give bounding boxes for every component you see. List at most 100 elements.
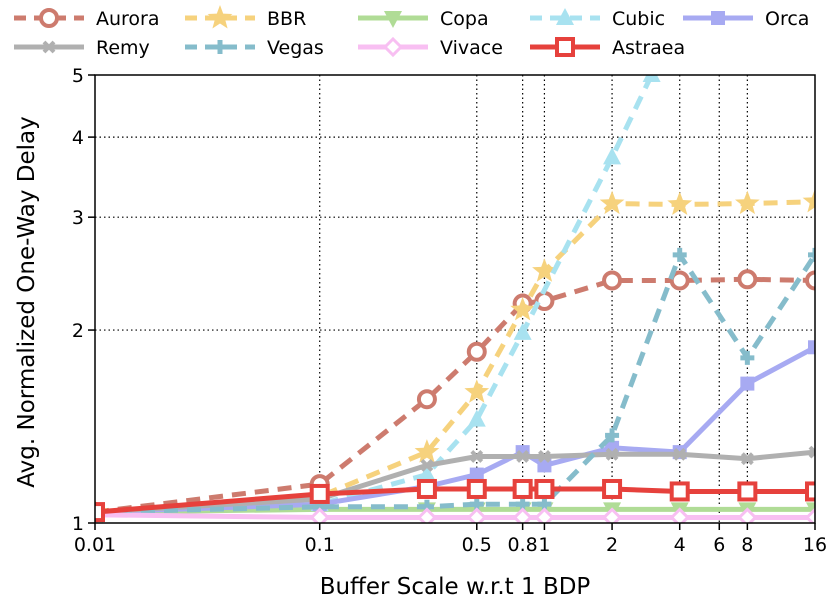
legend-item-astraea: Astraea bbox=[530, 37, 685, 59]
legend: Aurora BBR Copa Cubic Orca Remy Vegas Vivace Ast… bbox=[14, 5, 809, 59]
data-point-astraea bbox=[602, 478, 623, 499]
data-point-bbr bbox=[735, 190, 760, 215]
data-point-vivace bbox=[804, 507, 815, 523]
data-point-remy bbox=[538, 450, 551, 463]
data-point-aurora bbox=[416, 389, 437, 410]
data-point-aurora bbox=[805, 270, 815, 291]
series-vegas bbox=[95, 247, 815, 520]
y-tick-label: 2 bbox=[72, 320, 84, 342]
data-point-remy bbox=[420, 458, 434, 472]
data-point-aurora bbox=[602, 270, 623, 291]
data-point-orca bbox=[469, 467, 484, 482]
data-point-copa bbox=[806, 502, 815, 520]
legend-label: Aurora bbox=[96, 8, 160, 30]
grid-lines bbox=[95, 75, 815, 523]
series-aurora bbox=[95, 269, 815, 523]
data-point-vivace bbox=[512, 507, 533, 523]
legend-item-orca: Orca bbox=[683, 8, 809, 30]
y-tick-label: 4 bbox=[72, 127, 84, 149]
legend-item-cubic: Cubic bbox=[530, 8, 665, 30]
data-point-aurora bbox=[466, 341, 487, 362]
data-point-cubic bbox=[603, 147, 622, 165]
x-tick-label: 4 bbox=[674, 534, 686, 556]
y-axis-title: Avg. Normalized One-Way Delay bbox=[14, 116, 40, 487]
legend-item-remy: Remy bbox=[14, 37, 150, 59]
data-point-vivace bbox=[466, 507, 487, 523]
data-point-remy bbox=[605, 447, 619, 461]
data-point-astraea bbox=[95, 502, 105, 523]
data-point-cubic bbox=[513, 322, 532, 340]
y-tick-label: 5 bbox=[72, 65, 84, 87]
legend-item-vivace: Vivace bbox=[358, 36, 503, 59]
data-point-vivace bbox=[601, 507, 623, 523]
data-point-aurora bbox=[669, 270, 690, 291]
series-line-vegas bbox=[95, 252, 815, 515]
data-point-bbr bbox=[667, 191, 693, 215]
legend-label: Vivace bbox=[440, 37, 503, 59]
legend-marker bbox=[213, 40, 227, 54]
data-point-orca bbox=[808, 340, 815, 355]
data-point-vegas bbox=[672, 247, 687, 262]
x-axis-title: Buffer Scale w.r.t 1 BDP bbox=[320, 574, 591, 600]
data-point-bbr bbox=[599, 190, 625, 215]
legend-item-aurora: Aurora bbox=[14, 8, 160, 30]
x-tick-label: 0.5 bbox=[462, 534, 492, 556]
data-point-remy bbox=[516, 450, 530, 463]
series-line-copa bbox=[95, 506, 815, 515]
data-point-cubic bbox=[642, 75, 661, 82]
data-point-astraea bbox=[669, 481, 690, 502]
data-point-astraea bbox=[466, 478, 487, 499]
series-line-cubic bbox=[95, 75, 654, 515]
legend-marker bbox=[711, 11, 725, 25]
x-tick-label: 8 bbox=[741, 534, 753, 556]
data-point-aurora bbox=[534, 291, 555, 312]
series-line-vivace bbox=[95, 512, 815, 520]
legend-item-vegas: Vegas bbox=[185, 37, 324, 59]
legend-marker bbox=[42, 40, 56, 54]
series-bbr bbox=[95, 188, 815, 523]
x-tick-label: 0.8 bbox=[508, 534, 538, 556]
legend-marker bbox=[556, 8, 574, 25]
legend-label: Copa bbox=[440, 8, 489, 30]
data-point-bbr bbox=[510, 296, 535, 321]
data-point-vegas bbox=[808, 247, 815, 262]
data-point-vivace bbox=[309, 507, 330, 523]
series-layer bbox=[95, 75, 815, 523]
series-astraea bbox=[95, 478, 815, 523]
series-remy bbox=[95, 445, 815, 519]
data-point-astraea bbox=[805, 481, 815, 502]
data-point-astraea bbox=[534, 478, 555, 499]
legend-label: Vegas bbox=[267, 37, 324, 59]
legend-marker bbox=[555, 37, 575, 57]
legend-marker bbox=[382, 36, 404, 58]
x-tick-label: 2 bbox=[606, 534, 618, 556]
legend-marker bbox=[207, 5, 233, 29]
legend-label: Astraea bbox=[612, 37, 685, 59]
legend-item-bbr: BBR bbox=[185, 5, 306, 30]
series-line-bbr bbox=[95, 199, 815, 515]
data-point-vegas bbox=[605, 428, 620, 443]
data-point-astraea bbox=[416, 478, 437, 499]
legend-marker bbox=[39, 8, 59, 28]
data-point-vegas bbox=[740, 350, 755, 365]
data-point-bbr bbox=[464, 379, 490, 403]
x-tick-label: 0.01 bbox=[74, 534, 116, 556]
legend-label: Orca bbox=[765, 8, 809, 30]
data-point-astraea bbox=[737, 481, 758, 502]
y-tick-label: 1 bbox=[72, 513, 84, 535]
data-point-vivace bbox=[669, 507, 690, 523]
data-point-remy bbox=[740, 452, 754, 466]
legend-marker bbox=[384, 11, 402, 28]
data-point-bbr bbox=[532, 258, 557, 282]
series-line-aurora bbox=[95, 276, 815, 515]
series-cubic bbox=[95, 75, 661, 520]
legend-label: BBR bbox=[267, 8, 306, 30]
data-point-remy bbox=[808, 445, 815, 459]
x-tick-label: 16 bbox=[803, 534, 827, 556]
x-tick-label: 0.1 bbox=[305, 534, 335, 556]
data-point-remy bbox=[470, 450, 484, 463]
data-point-astraea bbox=[512, 478, 533, 499]
data-point-orca bbox=[740, 376, 755, 391]
